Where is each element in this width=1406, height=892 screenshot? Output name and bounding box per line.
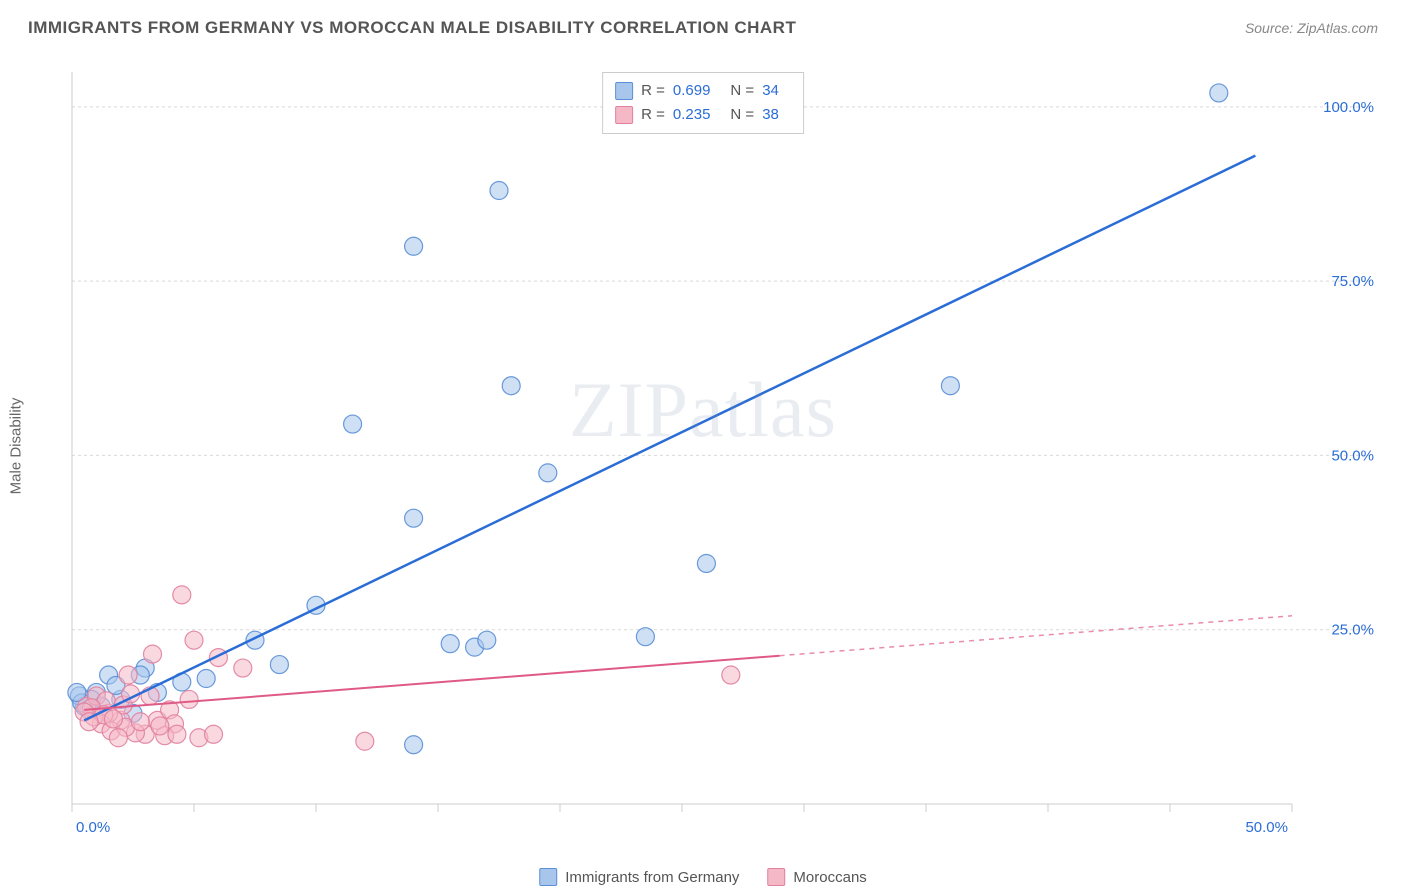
n-value-1: 34: [762, 79, 779, 103]
bottom-legend-item-2: Moroccans: [767, 868, 866, 886]
legend-stats-row-1: R = 0.699 N = 34: [615, 79, 791, 103]
n-value-2: 38: [762, 103, 779, 127]
svg-text:50.0%: 50.0%: [1331, 447, 1374, 464]
chart-plot-area: 25.0% 50.0% 75.0% 100.0% 0.0% 50.0%: [60, 68, 1380, 848]
svg-text:0.0%: 0.0%: [76, 819, 110, 836]
bottom-legend-item-1: Immigrants from Germany: [539, 868, 739, 886]
svg-text:50.0%: 50.0%: [1245, 819, 1288, 836]
source-prefix: Source:: [1245, 20, 1297, 36]
n-label-2: N =: [730, 103, 754, 127]
n-label-1: N =: [730, 79, 754, 103]
swatch-bottom-1: [539, 868, 557, 886]
y-axis-label: Male Disability: [8, 398, 25, 495]
bottom-legend-label-1: Immigrants from Germany: [565, 869, 739, 886]
chart-title: IMMIGRANTS FROM GERMANY VS MOROCCAN MALE…: [28, 18, 796, 38]
swatch-series-2: [615, 106, 633, 124]
swatch-bottom-2: [767, 868, 785, 886]
source-name: ZipAtlas.com: [1297, 20, 1378, 36]
source-credit: Source: ZipAtlas.com: [1245, 20, 1378, 36]
r-value-1: 0.699: [673, 79, 711, 103]
bottom-legend-label-2: Moroccans: [793, 869, 866, 886]
svg-text:75.0%: 75.0%: [1331, 273, 1374, 290]
legend-stats-row-2: R = 0.235 N = 38: [615, 103, 791, 127]
scatter-chart-svg: 25.0% 50.0% 75.0% 100.0% 0.0% 50.0%: [60, 68, 1380, 848]
bottom-legend: Immigrants from Germany Moroccans: [539, 868, 867, 886]
swatch-series-1: [615, 82, 633, 100]
svg-text:100.0%: 100.0%: [1323, 99, 1374, 116]
r-label-1: R =: [641, 79, 665, 103]
r-value-2: 0.235: [673, 103, 711, 127]
svg-text:25.0%: 25.0%: [1331, 622, 1374, 639]
legend-stats-box: R = 0.699 N = 34 R = 0.235 N = 38: [602, 72, 804, 134]
r-label-2: R =: [641, 103, 665, 127]
